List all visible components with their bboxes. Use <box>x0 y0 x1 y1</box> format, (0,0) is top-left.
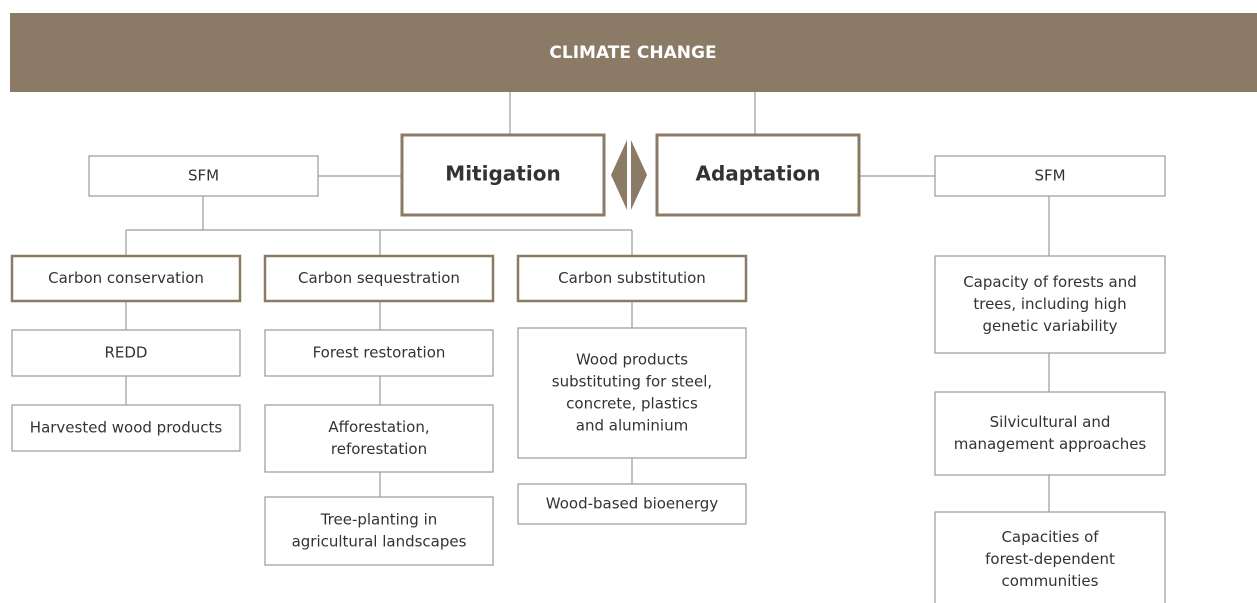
node-box <box>11 404 241 452</box>
header-bar <box>10 13 1257 92</box>
node-label: concrete, plastics <box>566 395 698 413</box>
node-box <box>934 255 1166 354</box>
node-label: agricultural landscapes <box>292 533 467 551</box>
nodes: Mitigation Adaptation SFM SFM Carbon conserv… <box>10 133 1166 603</box>
node-label: trees, including high <box>973 295 1126 313</box>
node-box <box>934 511 1166 603</box>
node-label: Wood products <box>576 351 688 369</box>
node-label: Carbon conservation <box>48 269 204 287</box>
node-box <box>655 133 861 217</box>
node-label: Afforestation, <box>328 418 429 436</box>
node-box <box>516 254 748 303</box>
node-box <box>517 483 747 525</box>
node-label: and aluminium <box>576 417 688 435</box>
node-label: Silvicultural and <box>990 413 1111 431</box>
node-label: communities <box>1002 572 1099 590</box>
node-label: SFM <box>188 167 219 185</box>
node-label: Adaptation <box>695 162 820 186</box>
node-label: Harvested wood products <box>30 419 223 437</box>
node-box <box>517 327 747 459</box>
node-box <box>934 155 1166 197</box>
node-box <box>264 404 494 473</box>
node-label: forest-dependent <box>985 550 1115 568</box>
node-label: Carbon sequestration <box>298 269 460 287</box>
node-label: genetic variability <box>983 317 1118 335</box>
node-box <box>400 133 606 217</box>
node-label: Mitigation <box>445 162 560 186</box>
node-label: SFM <box>1034 167 1065 185</box>
node-label: Forest restoration <box>313 344 446 362</box>
node-label: reforestation <box>331 440 427 458</box>
node-label: Capacities of <box>1001 528 1099 546</box>
node-label: Wood-based bioenergy <box>546 495 719 513</box>
node-label: substituting for steel, <box>552 373 712 391</box>
arrow-left <box>611 140 627 210</box>
node-box <box>934 391 1166 476</box>
node-label: Carbon substitution <box>558 269 706 287</box>
node-label: Capacity of forests and <box>963 273 1137 291</box>
node-box <box>263 254 495 303</box>
node-label: Tree-planting in <box>320 511 438 529</box>
node-box <box>10 254 242 303</box>
header-title: CLIMATE CHANGE <box>549 43 716 63</box>
node-box <box>11 329 241 377</box>
node-box <box>264 496 494 566</box>
node-label: management approaches <box>954 435 1147 453</box>
node-box <box>88 155 319 197</box>
arrow-right <box>631 140 647 210</box>
node-label: REDD <box>104 344 147 362</box>
connectors <box>125 92 1050 512</box>
node-box <box>264 329 494 377</box>
